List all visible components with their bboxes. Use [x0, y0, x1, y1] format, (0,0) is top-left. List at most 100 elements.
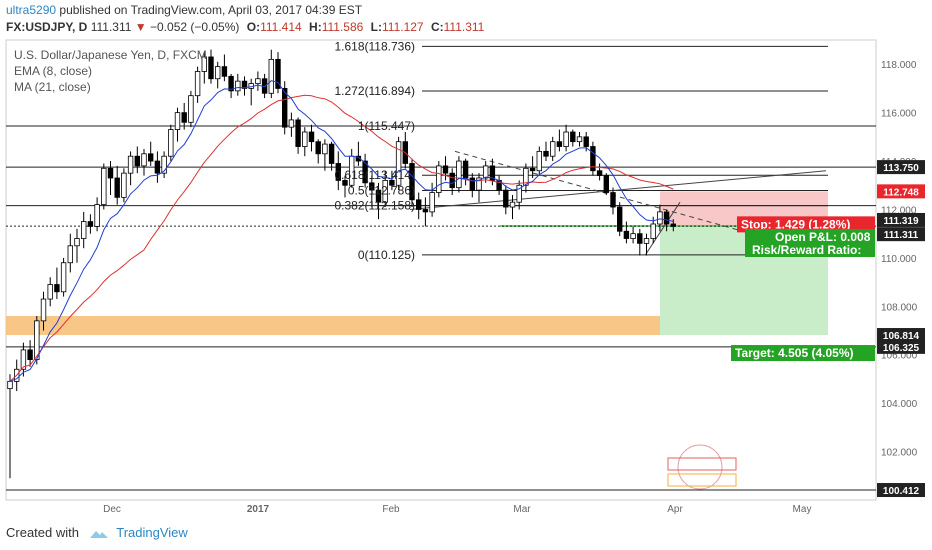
open-pnl-label: Open P&L: 0.008 [775, 230, 871, 244]
candle [576, 136, 583, 143]
candle [523, 167, 529, 186]
candle [663, 211, 670, 225]
candle [509, 201, 516, 208]
candle [623, 230, 630, 239]
candle [429, 192, 435, 213]
open-value: 111.414 [260, 20, 302, 34]
risk-reward-label: Risk/Reward Ratio: [752, 243, 861, 257]
candle [630, 233, 636, 239]
candle [134, 155, 140, 167]
y-tick-label: 112.000 [881, 205, 917, 216]
candle [570, 131, 576, 143]
stop-label: Stop: 1.429 (1.28%) [741, 217, 850, 231]
candle [375, 189, 382, 203]
candle [168, 129, 174, 157]
candle [281, 88, 288, 128]
legend-title: U.S. Dollar/Japanese Yen, D, FXCM [14, 48, 207, 62]
candle [201, 56, 207, 72]
candle [476, 177, 482, 191]
candle [543, 150, 549, 157]
fib-label-3: 0.618(113.414) [334, 168, 415, 182]
candle [7, 380, 13, 390]
candle [449, 172, 455, 189]
candle [188, 95, 194, 123]
candle [469, 177, 475, 191]
candle [590, 146, 596, 172]
candle [67, 245, 73, 264]
candle [583, 136, 589, 147]
candle [127, 155, 134, 174]
price-tag-box [877, 483, 925, 498]
candle [657, 211, 663, 225]
price-tag-box [877, 328, 925, 343]
candle [422, 209, 429, 213]
footer: Created with TradingView [6, 525, 188, 540]
candle [275, 58, 281, 89]
y-tick-label: 116.000 [881, 109, 917, 120]
candle [60, 262, 67, 293]
candle [322, 143, 328, 155]
price-change: −0.052 (−0.05%) [150, 20, 240, 34]
candle [637, 233, 643, 244]
x-tick-label: Feb [382, 504, 400, 515]
candle [221, 66, 228, 77]
price-tag-label: 112.748 [883, 187, 919, 198]
candle [489, 165, 496, 181]
candle [536, 150, 542, 172]
author-link[interactable]: ultra5290 [6, 3, 57, 17]
price-tag-box [877, 227, 925, 242]
y-tick-label: 108.000 [881, 302, 918, 313]
candle [54, 284, 60, 293]
candle [670, 223, 676, 227]
low-value: 111.127 [382, 20, 424, 34]
symbol-header: FX:USDJPY, D 111.311 ▼ −0.052 (−0.05%) O… [6, 20, 484, 34]
tradingview-logo-icon [89, 530, 108, 538]
high-value: 111.586 [321, 20, 364, 34]
candle [335, 163, 341, 181]
publish-header: ultra5290 published on TradingView.com, … [6, 3, 362, 17]
candle [550, 141, 556, 157]
candle [40, 298, 47, 322]
x-tick-label: 2017 [247, 504, 270, 515]
price-tag-box [877, 160, 925, 175]
candle [255, 78, 261, 84]
candle [603, 175, 609, 193]
candle [295, 119, 301, 147]
candle [87, 221, 94, 227]
legend-ema: EMA (8, close) [14, 64, 93, 78]
target-label-box [731, 345, 875, 362]
candle [27, 349, 33, 360]
close-label: C: [430, 20, 444, 34]
x-tick-label: Apr [667, 504, 683, 515]
candle [147, 153, 154, 162]
candle [395, 141, 402, 186]
candle [121, 172, 127, 198]
change-arrow-icon: ▼ [134, 20, 147, 34]
candle [228, 75, 234, 92]
candle [308, 131, 315, 143]
ema-8-line [9, 80, 674, 382]
support-band [6, 316, 661, 336]
candle [161, 155, 167, 174]
trendline-upper [409, 170, 827, 210]
candle [101, 167, 107, 206]
fib-label-5: 0.382(112.158) [334, 199, 415, 213]
trendline-short [644, 201, 681, 256]
candle [482, 165, 489, 179]
x-tick-label: May [793, 504, 812, 515]
fib-label-2: 1(115.447) [358, 119, 415, 133]
symbol-label: FX:USDJPY, D [6, 20, 88, 34]
tradingview-brand-link[interactable]: TradingView [116, 525, 188, 540]
fib-label-4: 0.5(112.786) [348, 183, 415, 197]
high-label: H: [309, 20, 322, 34]
price-tag-box [877, 339, 925, 354]
candle [556, 141, 563, 147]
candle [302, 131, 308, 147]
publish-text: published on TradingView.com, April 03, … [59, 3, 363, 17]
candle [268, 58, 274, 94]
candle [154, 160, 161, 174]
candle [20, 349, 27, 370]
candle [174, 112, 181, 130]
candle [114, 177, 120, 198]
